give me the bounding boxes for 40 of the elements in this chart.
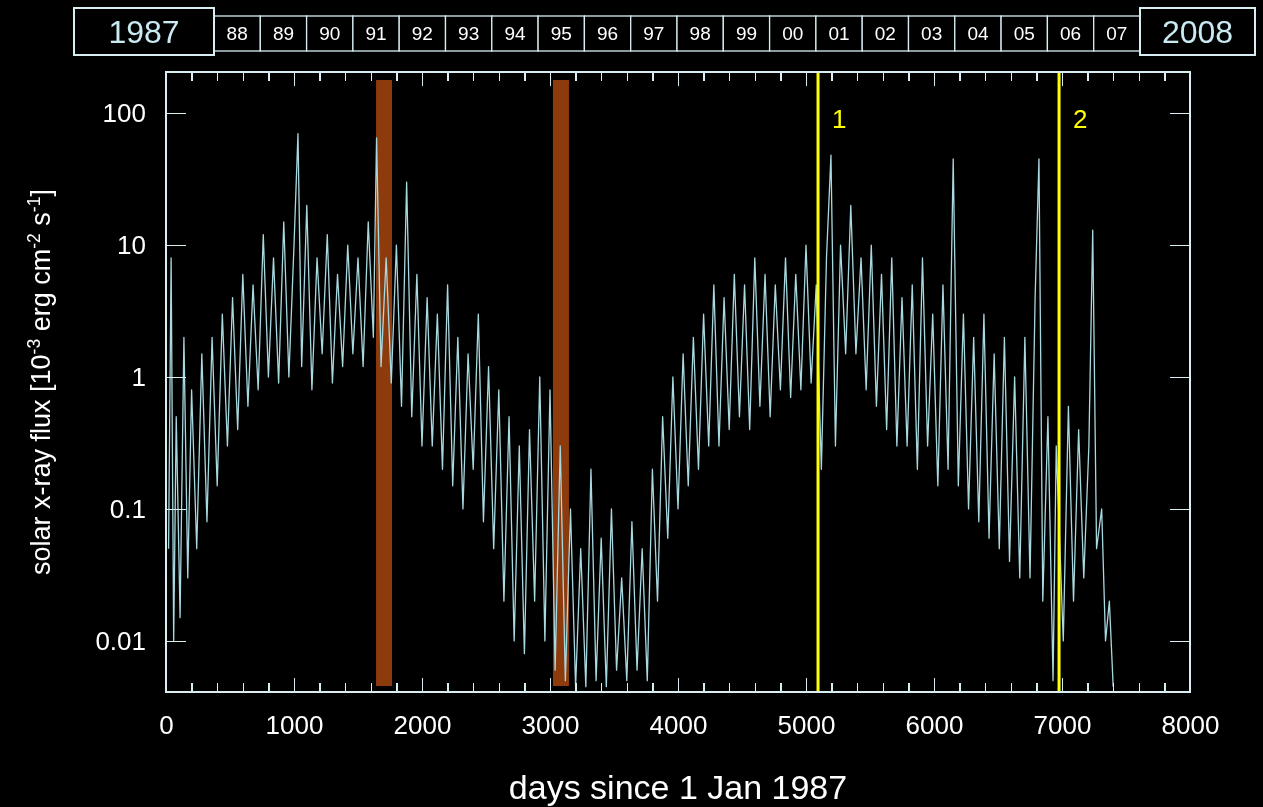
- y-tick-label: 0.01: [95, 625, 146, 656]
- text: 07: [1106, 23, 1128, 45]
- text: 04: [967, 23, 989, 45]
- x-tick-label: 2000: [393, 710, 452, 741]
- text: 96: [596, 23, 619, 45]
- text: 03: [921, 23, 943, 45]
- line-series: [167, 132, 1114, 688]
- x-tick-label: 6000: [905, 710, 964, 741]
- y-tick-label: 0.1: [109, 493, 146, 524]
- text: 2008: [1161, 13, 1234, 50]
- text: 90: [319, 23, 341, 45]
- text: 00: [782, 23, 804, 45]
- text: 88: [226, 23, 248, 45]
- text: 95: [550, 23, 572, 45]
- text: 05: [1013, 23, 1035, 45]
- annotation: 1: [832, 104, 847, 135]
- text: 02: [874, 23, 896, 45]
- x-tick-label: 5000: [777, 710, 836, 741]
- y-tick-label: 1: [131, 361, 146, 392]
- text: 94: [504, 23, 526, 45]
- x-tick-label: 4000: [649, 710, 708, 741]
- text: 01: [828, 23, 850, 45]
- text: 97: [643, 23, 665, 45]
- text: 99: [735, 23, 758, 45]
- x-tick-label: 0: [159, 710, 174, 741]
- text: 06: [1059, 23, 1082, 45]
- y-tick-label: 10: [117, 229, 146, 260]
- text: 92: [411, 23, 433, 45]
- x-axis-title: days since 1 Jan 1987: [508, 768, 848, 806]
- x-tick-label: 8000: [1161, 710, 1220, 741]
- text: 89: [272, 23, 295, 45]
- text: 1987: [108, 13, 180, 50]
- y-tick-label: 100: [102, 97, 146, 128]
- text: 93: [458, 23, 480, 45]
- x-tick-label: 3000: [521, 710, 580, 741]
- text: 98: [689, 23, 711, 45]
- x-tick-label: 1000: [265, 710, 324, 741]
- x-tick-label: 7000: [1033, 710, 1092, 741]
- annotation: 2: [1073, 104, 1088, 135]
- text: 91: [365, 23, 387, 45]
